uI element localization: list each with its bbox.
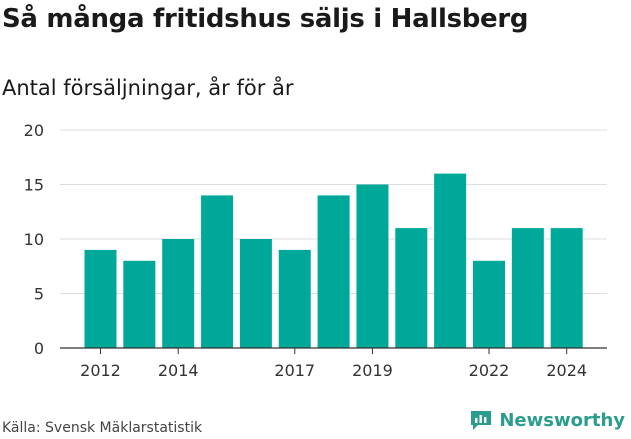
- y-tick-label: 15: [24, 176, 44, 195]
- bar: [356, 184, 389, 348]
- chart-subtitle: Antal försäljningar, år för år: [2, 76, 294, 100]
- bar: [511, 228, 544, 348]
- newsworthy-logo-icon: [471, 411, 492, 430]
- x-tick-label: 2022: [469, 361, 510, 380]
- brand-name: Newsworthy: [499, 409, 625, 431]
- x-axis-ticks: 2012 2014 2017 2019 2022 2024: [80, 348, 587, 380]
- y-tick-label: 0: [34, 339, 44, 358]
- x-tick-label: 2024: [546, 361, 587, 380]
- bar: [201, 195, 234, 348]
- x-tick-label: 2019: [352, 361, 393, 380]
- bar-chart: 0 5 10 15 20 2012 2014 2017 2019 2022 2024: [24, 121, 607, 380]
- source-note: Källa: Svensk Mäklarstatistik: [2, 420, 203, 436]
- bar: [162, 239, 195, 348]
- chart-title: Så många fritidshus säljs i Hallsberg: [2, 4, 529, 34]
- bar: [123, 260, 156, 348]
- bar: [550, 228, 583, 348]
- y-axis-ticks: 0 5 10 15 20: [24, 121, 44, 358]
- y-tick-label: 20: [24, 121, 44, 140]
- brand-logo: Newsworthy: [469, 408, 625, 432]
- bar: [395, 228, 428, 348]
- x-tick-label: 2012: [80, 361, 121, 380]
- bars: [84, 173, 583, 348]
- y-tick-label: 5: [34, 285, 44, 304]
- x-tick-label: 2017: [274, 361, 315, 380]
- bar: [84, 249, 117, 348]
- bar: [278, 249, 311, 348]
- y-tick-label: 10: [24, 230, 44, 249]
- bar: [434, 173, 467, 348]
- bar: [317, 195, 350, 348]
- bar: [239, 239, 272, 348]
- bar: [473, 260, 505, 348]
- x-tick-label: 2014: [158, 361, 199, 380]
